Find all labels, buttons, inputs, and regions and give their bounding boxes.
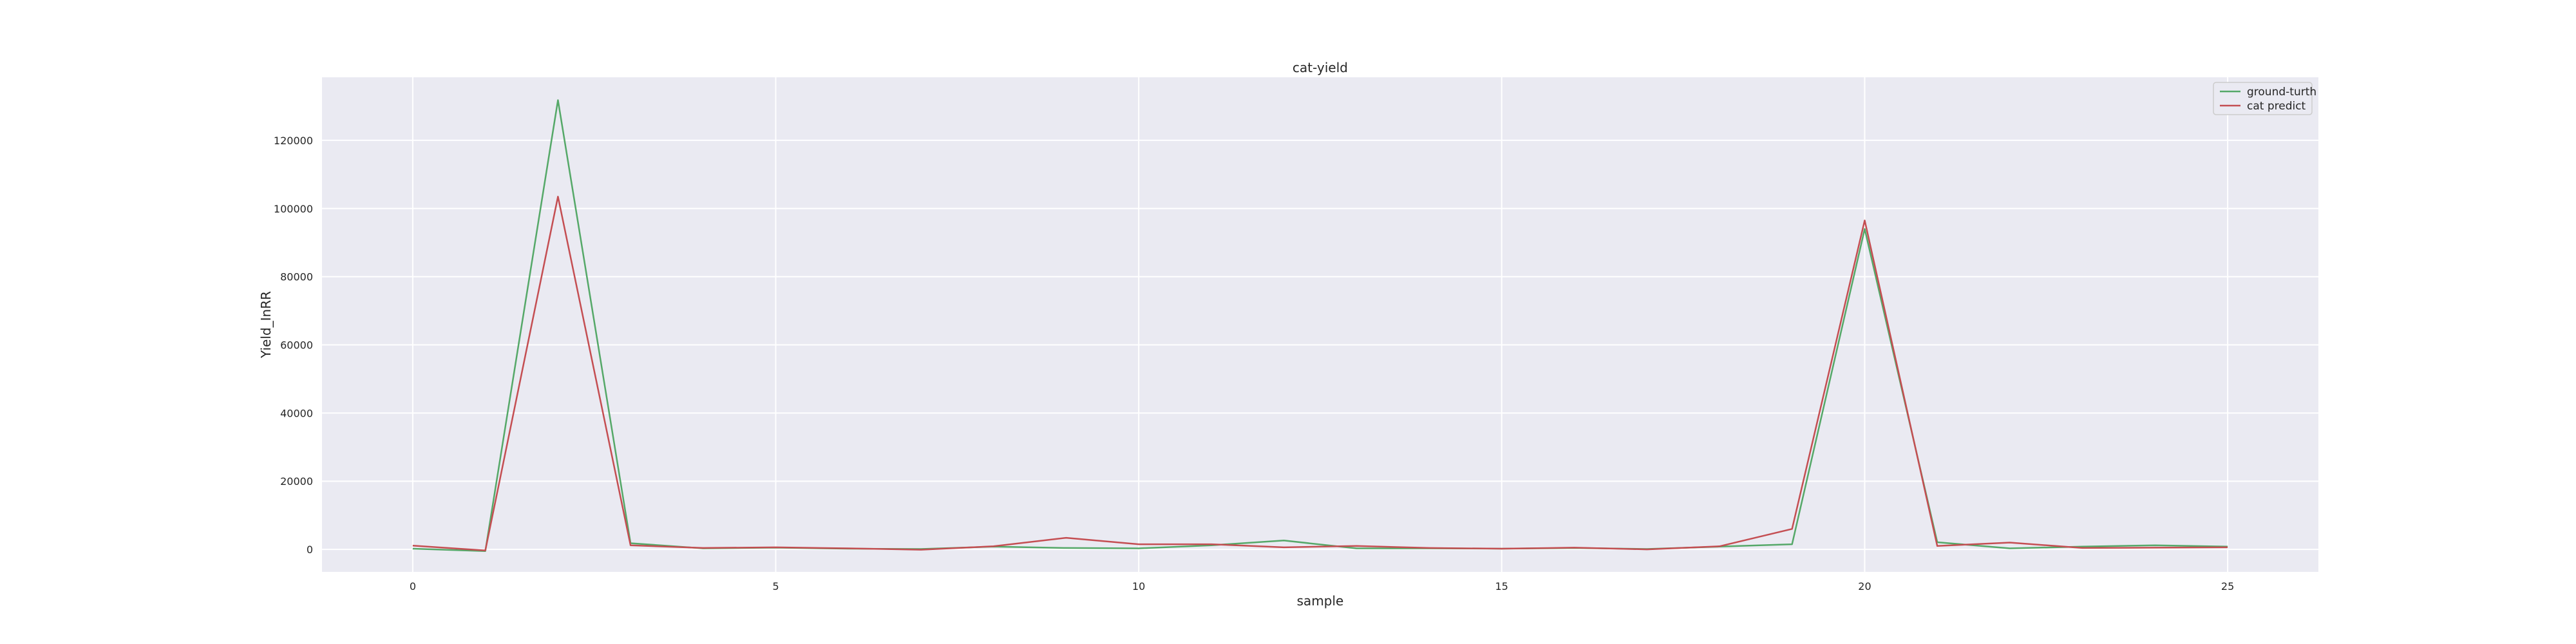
y-tick-label: 100000 bbox=[274, 203, 313, 215]
y-tick-label: 120000 bbox=[274, 135, 313, 147]
y-tick-label: 20000 bbox=[280, 475, 313, 488]
y-tick-label: 40000 bbox=[280, 407, 313, 419]
y-axis-label: Yield_InRR bbox=[258, 291, 274, 359]
x-axis-label: sample bbox=[1297, 593, 1344, 609]
legend-label-ground-turth: ground-turth bbox=[2247, 86, 2316, 99]
x-tick-label: 10 bbox=[1132, 580, 1145, 592]
x-tick-label: 5 bbox=[772, 580, 779, 592]
x-tick-label: 25 bbox=[2221, 580, 2234, 592]
x-tick-label: 0 bbox=[410, 580, 416, 592]
y-axis-ticks: 0 20000 40000 60000 80000 100000 120000 bbox=[274, 135, 313, 556]
x-axis-ticks: 0 5 10 15 20 25 bbox=[410, 580, 2234, 592]
legend-box bbox=[2213, 82, 2313, 115]
x-tick-label: 15 bbox=[1495, 580, 1508, 592]
plot-area bbox=[322, 77, 2318, 572]
series-line-cat-predict bbox=[412, 196, 2228, 551]
series-lines bbox=[412, 99, 2228, 552]
legend-label-cat-predict: cat predict bbox=[2247, 100, 2306, 113]
y-tick-label: 60000 bbox=[280, 339, 313, 351]
grid bbox=[322, 77, 2318, 572]
y-tick-label: 0 bbox=[307, 544, 313, 556]
legend: ground-turth cat predict bbox=[2213, 82, 2316, 115]
x-tick-label: 20 bbox=[1858, 580, 1871, 592]
chart-title: cat-yield bbox=[1293, 60, 1348, 75]
y-tick-label: 80000 bbox=[280, 271, 313, 283]
